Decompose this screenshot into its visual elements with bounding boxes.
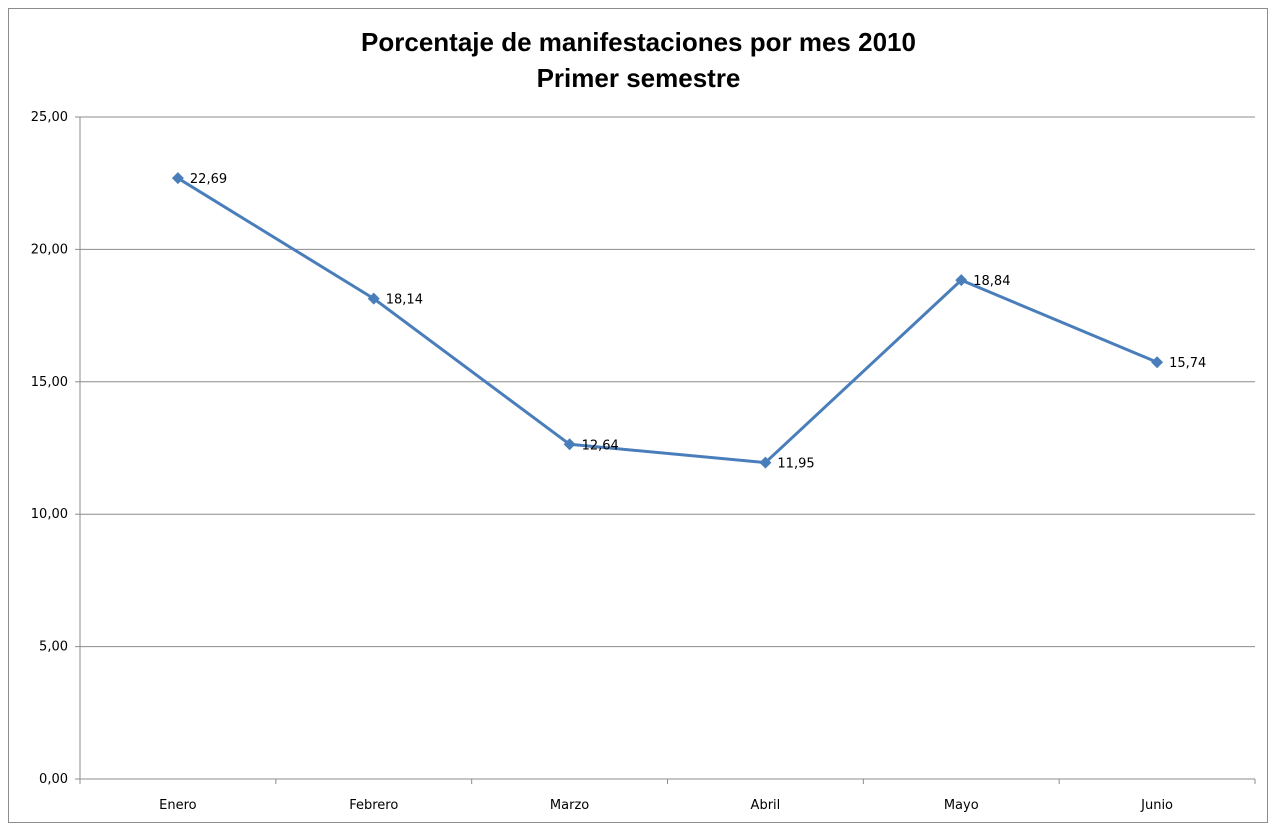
data-labels: 22,69 18,14 12,64 11,95 18,84 15,74 <box>190 172 1206 471</box>
series-line <box>177 176 1158 465</box>
y-tick-label: 25,00 <box>31 110 68 125</box>
y-axis-ticks: 0,00 5,00 10,00 15,00 20,00 25,00 <box>31 110 80 787</box>
data-label: 18,14 <box>386 293 423 308</box>
y-tick-label: 0,00 <box>39 772 68 787</box>
data-label: 15,74 <box>1169 356 1206 371</box>
x-tick-label: Mayo <box>944 798 979 813</box>
series-layer <box>171 172 1164 469</box>
x-tick-label: Enero <box>159 798 197 813</box>
x-tick-label: Febrero <box>349 798 398 813</box>
chart-title: Porcentaje de manifestaciones por mes 20… <box>361 27 916 57</box>
y-tick-label: 15,00 <box>31 375 68 390</box>
data-point-marker <box>563 438 576 451</box>
data-point-marker <box>759 456 772 469</box>
y-tick-label: 20,00 <box>31 242 68 257</box>
data-label: 22,69 <box>190 172 227 187</box>
y-tick-label: 5,00 <box>39 640 68 655</box>
chart-frame <box>8 8 1268 823</box>
x-tick-label: Abril <box>751 798 781 813</box>
data-label: 18,84 <box>973 274 1010 289</box>
chart-subtitle: Primer semestre <box>536 63 741 93</box>
x-tick-label: Marzo <box>550 798 589 813</box>
data-point-marker <box>1151 356 1164 369</box>
gridlines <box>79 116 1255 780</box>
y-tick-label: 10,00 <box>31 507 68 522</box>
data-point-marker <box>367 292 380 305</box>
data-point-marker <box>955 274 968 287</box>
x-axis-ticks: Enero Febrero Marzo Abril Mayo Junio <box>79 779 1256 813</box>
data-label: 11,95 <box>777 457 814 472</box>
data-point-marker <box>171 172 184 185</box>
x-tick-label: Junio <box>1140 798 1173 813</box>
data-label: 12,64 <box>582 438 619 453</box>
